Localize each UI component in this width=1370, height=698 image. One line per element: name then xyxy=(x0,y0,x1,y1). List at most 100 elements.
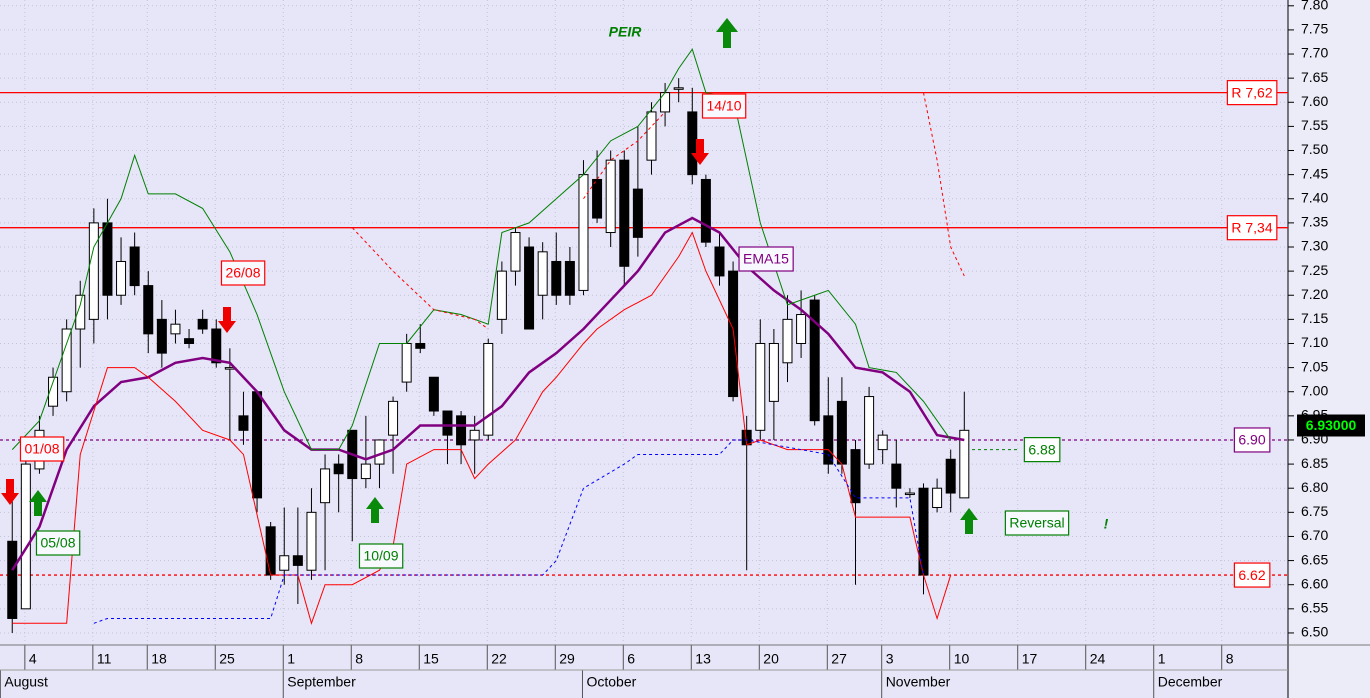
y-tick-label: 7.55 xyxy=(1301,117,1328,133)
candle-body xyxy=(333,463,344,475)
candle-body xyxy=(88,222,99,320)
candle-body xyxy=(20,463,31,610)
level-label-text: 6.90 xyxy=(1238,432,1265,448)
candle-body xyxy=(646,111,657,161)
annotation-box xyxy=(738,246,794,272)
level-label-text: R 7,34 xyxy=(1231,219,1272,235)
last-price-label: 6.93000 xyxy=(1306,417,1357,433)
candle-body xyxy=(170,323,181,335)
month-label: December xyxy=(1158,674,1223,690)
x-tick-label: 27 xyxy=(831,651,847,667)
candle-body xyxy=(143,285,154,335)
x-tick-label: 25 xyxy=(219,651,235,667)
candle-body xyxy=(864,396,875,465)
candle-body xyxy=(129,246,140,287)
candle-body xyxy=(945,458,956,494)
y-tick-label: 7.30 xyxy=(1301,238,1328,254)
candle-body xyxy=(632,188,643,238)
y-tick-label: 7.75 xyxy=(1301,21,1328,37)
candle-body xyxy=(48,376,59,407)
target-label-box xyxy=(1023,437,1061,463)
y-tick-label: 6.75 xyxy=(1301,503,1328,519)
candle-body xyxy=(415,342,426,349)
annotation-text: 14/10 xyxy=(706,98,741,114)
y-tick-label: 6.65 xyxy=(1301,551,1328,567)
y-tick-label: 6.60 xyxy=(1301,575,1328,591)
y-tick-label: 7.05 xyxy=(1301,358,1328,374)
indicator-line xyxy=(93,439,924,624)
candle-body xyxy=(75,294,86,330)
candle-body xyxy=(279,555,290,571)
x-tick-label: 8 xyxy=(355,651,363,667)
y-tick-label: 7.15 xyxy=(1301,310,1328,326)
candle-body xyxy=(904,492,915,496)
indicator-line xyxy=(351,92,965,330)
candle-body xyxy=(823,415,834,465)
level-label: R 7,62 xyxy=(1226,80,1278,106)
x-tick-label: 8 xyxy=(1226,651,1234,667)
candle-body xyxy=(7,540,18,619)
annotation: ! xyxy=(1104,516,1109,532)
x-tick-label: 1 xyxy=(287,651,295,667)
annotation: PEIR xyxy=(609,24,643,40)
candle-body xyxy=(156,318,167,354)
candle-body xyxy=(836,400,847,465)
candle-body xyxy=(700,178,711,243)
candle-body xyxy=(673,87,684,90)
y-tick-label: 7.40 xyxy=(1301,189,1328,205)
down-arrow xyxy=(1,479,19,505)
annotation: 05/08 xyxy=(35,530,81,556)
candle-body xyxy=(959,429,970,499)
annotation: Reversal xyxy=(1004,510,1070,536)
level-label-box xyxy=(1233,562,1271,588)
x-tick-label: 4 xyxy=(29,651,37,667)
level-label: R 7,34 xyxy=(1226,215,1278,241)
y-tick-label: 7.00 xyxy=(1301,382,1328,398)
y-tick-label: 6.70 xyxy=(1301,527,1328,543)
y-tick-label: 7.80 xyxy=(1301,0,1328,12)
candle-body xyxy=(891,463,902,489)
candle-body xyxy=(932,487,943,509)
y-tick-label: 6.80 xyxy=(1301,479,1328,495)
annotation-text: 26/08 xyxy=(225,265,260,281)
candle-body xyxy=(401,342,412,383)
y-tick-label: 6.50 xyxy=(1301,624,1328,640)
y-tick-label: 7.60 xyxy=(1301,93,1328,109)
candle-body xyxy=(537,251,548,296)
candle-body xyxy=(551,260,562,296)
candle-body xyxy=(238,415,249,431)
y-tick-label: 7.70 xyxy=(1301,45,1328,61)
x-tick-label: 3 xyxy=(886,651,894,667)
candle-body xyxy=(428,376,439,412)
month-label: October xyxy=(586,674,636,690)
annotation-box xyxy=(220,260,266,286)
level-label: 6.62 xyxy=(1233,562,1271,588)
candle-body xyxy=(510,232,521,272)
candle-body xyxy=(578,174,589,291)
annotation: 01/08 xyxy=(19,436,65,462)
candle-body xyxy=(605,159,616,234)
x-tick-label: 18 xyxy=(151,651,167,667)
candle-body xyxy=(306,511,317,571)
month-label: November xyxy=(886,674,951,690)
candle-body xyxy=(496,270,507,320)
y-tick-label: 7.10 xyxy=(1301,334,1328,350)
candle-body xyxy=(796,314,807,344)
level-label-text: R 7,62 xyxy=(1231,84,1272,100)
candle-body xyxy=(211,328,222,364)
candle-body xyxy=(292,555,303,566)
x-tick-label: 29 xyxy=(559,651,575,667)
month-label: August xyxy=(4,674,48,690)
annotation-box xyxy=(19,436,65,462)
annotation-box xyxy=(35,530,81,556)
up-arrow xyxy=(716,18,738,48)
level-label-box xyxy=(1226,215,1278,241)
y-tick-label: 6.55 xyxy=(1301,600,1328,616)
up-arrow xyxy=(960,508,978,534)
candle-body xyxy=(184,338,195,344)
candle-body xyxy=(483,342,494,436)
candle-body xyxy=(360,463,371,480)
candle-body xyxy=(469,429,480,441)
candle-body xyxy=(116,260,127,296)
x-tick-label: 20 xyxy=(763,651,779,667)
